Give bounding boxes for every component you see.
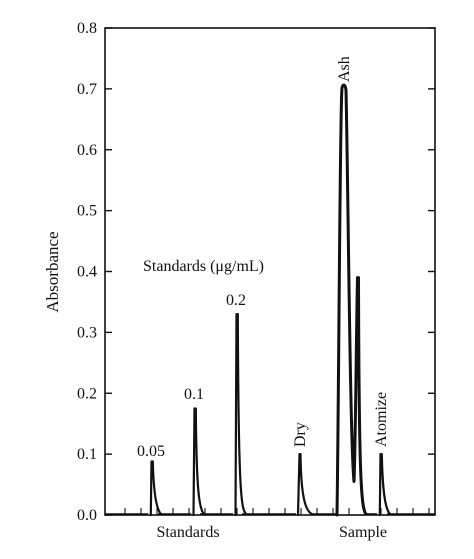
peak-ash: [335, 83, 368, 517]
peak-atomize: [378, 453, 392, 517]
y-tick-label: 0.7: [77, 81, 97, 98]
standards-group-label: Standards (μg/mL): [143, 258, 264, 275]
peak-std-005: [149, 460, 163, 517]
atomize-label: Atomize: [373, 392, 390, 447]
standard-02-label: 0.2: [226, 292, 246, 309]
peak-std-01: [192, 407, 206, 517]
dry-label: Dry: [292, 422, 309, 447]
ash-label: Ash: [336, 56, 353, 82]
y-axis-title: Absorbance: [43, 231, 62, 312]
y-tick-label: 0.4: [77, 264, 97, 281]
x-category-label-sample: Sample: [339, 524, 387, 541]
chart-traces: [105, 83, 435, 517]
y-tick-label: 0.8: [77, 20, 97, 37]
peak-std-02: [234, 313, 248, 517]
y-axis: 0.0 0.1 0.2 0.3 0.4 0.5 0.6 0.7 0.8: [77, 20, 435, 524]
x-category-label-standards: Standards: [156, 524, 219, 541]
y-tick-label: 0.6: [77, 142, 97, 159]
y-tick-label: 0.2: [77, 385, 97, 402]
standard-005-label: 0.05: [137, 443, 165, 460]
y-tick-label: 0.1: [77, 446, 97, 463]
y-tick-label: 0.0: [77, 507, 97, 524]
peak-dry: [296, 453, 314, 517]
y-tick-label: 0.3: [77, 324, 97, 341]
y-tick-label: 0.5: [77, 203, 97, 220]
standard-01-label: 0.1: [184, 386, 204, 403]
